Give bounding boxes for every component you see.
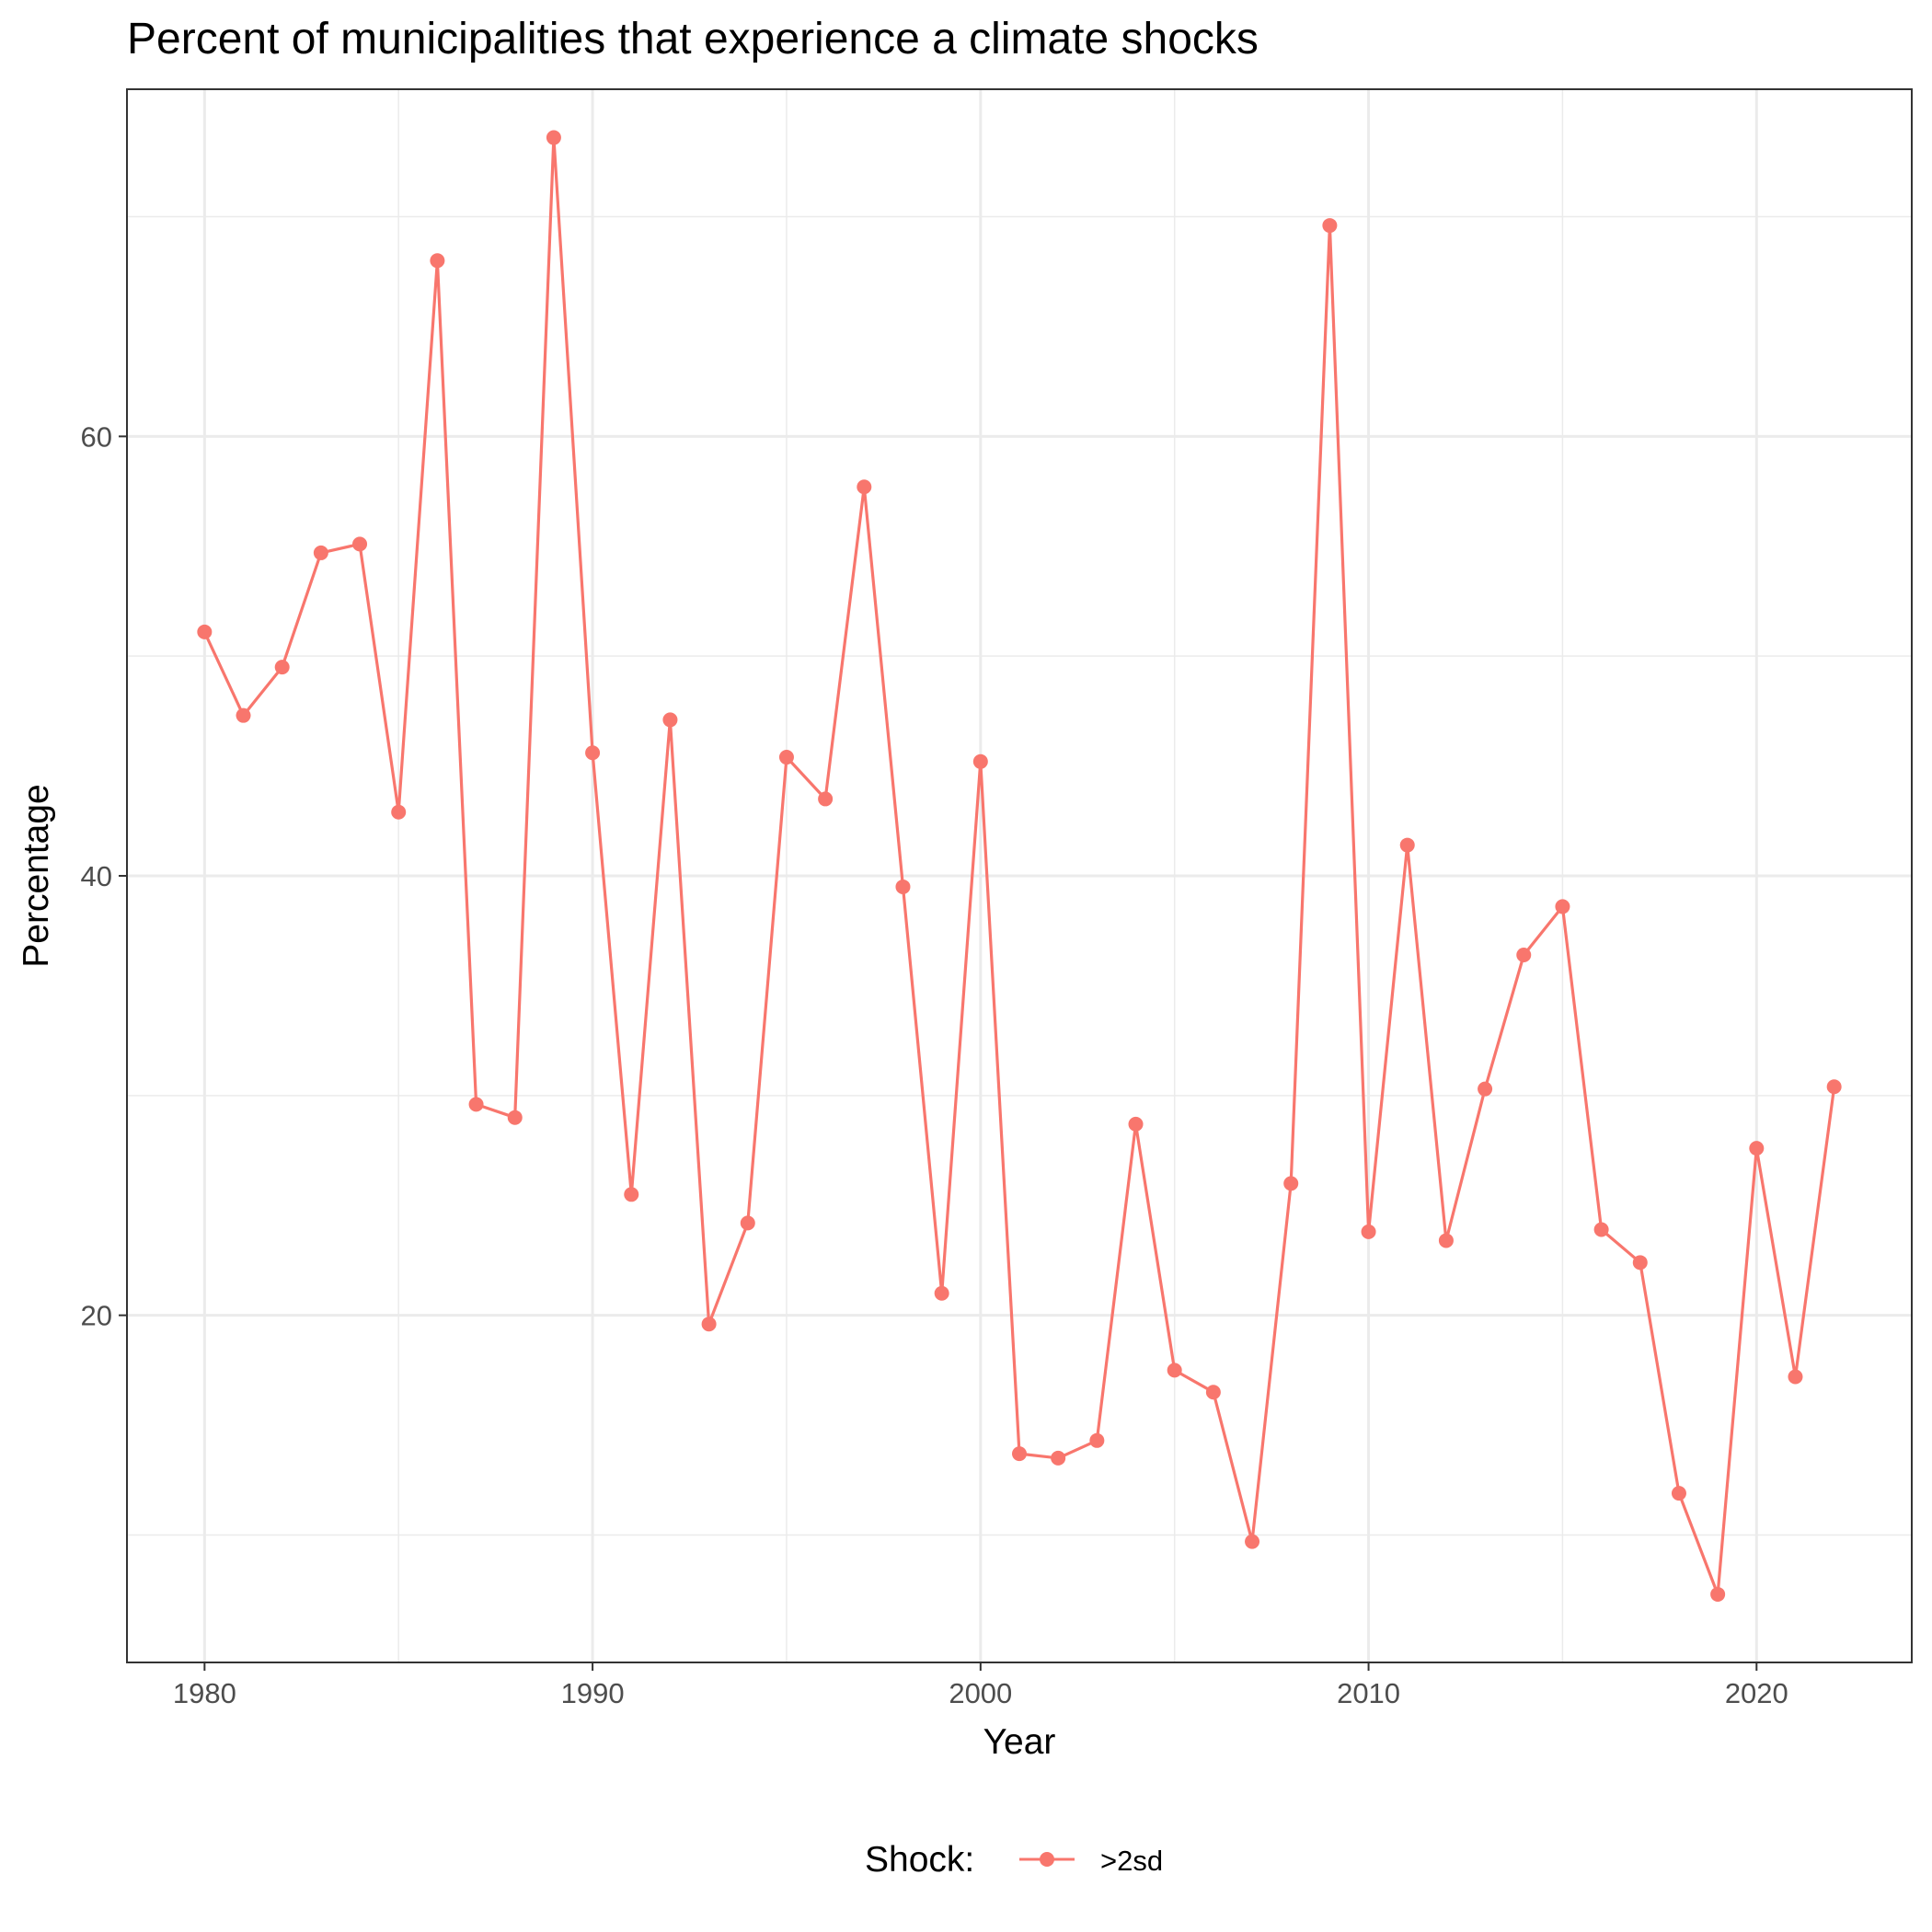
data-point xyxy=(1438,1233,1454,1248)
data-point xyxy=(507,1110,523,1125)
data-point xyxy=(1671,1486,1686,1501)
data-point xyxy=(313,545,328,560)
x-tick-label: 2000 xyxy=(949,1677,1012,1709)
data-point xyxy=(1051,1450,1066,1466)
data-point xyxy=(274,660,290,675)
data-point xyxy=(1128,1116,1144,1132)
data-point xyxy=(1478,1081,1493,1097)
data-point xyxy=(352,536,368,552)
data-point xyxy=(1012,1446,1027,1462)
data-layer xyxy=(197,130,1842,1602)
data-point xyxy=(1089,1432,1105,1448)
data-point xyxy=(197,624,213,639)
data-point xyxy=(895,879,911,894)
data-point xyxy=(972,753,988,769)
data-point xyxy=(585,745,601,761)
data-point xyxy=(1361,1224,1376,1239)
data-point xyxy=(818,791,834,807)
data-point xyxy=(1283,1176,1299,1191)
chart-title: Percent of municipalities that experienc… xyxy=(127,15,1259,63)
data-point xyxy=(391,804,407,820)
data-point xyxy=(857,479,872,495)
y-axis-label: Percentage xyxy=(17,784,56,967)
data-point xyxy=(1516,947,1532,962)
legend-title: Shock: xyxy=(865,1840,974,1880)
x-tick-label: 1990 xyxy=(561,1677,625,1709)
data-point xyxy=(934,1285,949,1301)
data-point xyxy=(1555,899,1570,914)
data-point xyxy=(1322,218,1338,234)
legend-key-point xyxy=(1040,1852,1054,1867)
data-point xyxy=(1205,1385,1221,1400)
x-tick-label: 2010 xyxy=(1337,1677,1400,1709)
x-tick-label: 1980 xyxy=(173,1677,236,1709)
y-tick-label: 20 xyxy=(81,1300,112,1332)
data-point xyxy=(624,1187,639,1202)
data-point xyxy=(1632,1255,1648,1271)
x-axis-label: Year xyxy=(983,1722,1056,1762)
data-point xyxy=(740,1215,755,1231)
data-point xyxy=(236,707,251,723)
data-point xyxy=(1245,1534,1260,1549)
x-tick-label: 2020 xyxy=(1725,1677,1788,1709)
data-point xyxy=(1749,1141,1765,1156)
grid-layer xyxy=(127,89,1912,1662)
data-point xyxy=(778,750,794,765)
data-point xyxy=(1788,1369,1803,1385)
data-point xyxy=(701,1317,717,1332)
legend-label: >2sd xyxy=(1100,1845,1163,1877)
data-point xyxy=(1593,1222,1609,1237)
data-point xyxy=(1167,1363,1182,1378)
data-point xyxy=(468,1097,484,1112)
legend: Shock: >2sd xyxy=(865,1840,1163,1880)
data-point xyxy=(430,253,445,269)
data-point xyxy=(546,130,561,145)
y-tick-label: 60 xyxy=(81,420,112,453)
data-point xyxy=(1399,837,1415,853)
data-point xyxy=(662,712,678,728)
data-point xyxy=(1826,1079,1842,1095)
data-point xyxy=(1710,1586,1726,1602)
y-tick-label: 40 xyxy=(81,860,112,892)
